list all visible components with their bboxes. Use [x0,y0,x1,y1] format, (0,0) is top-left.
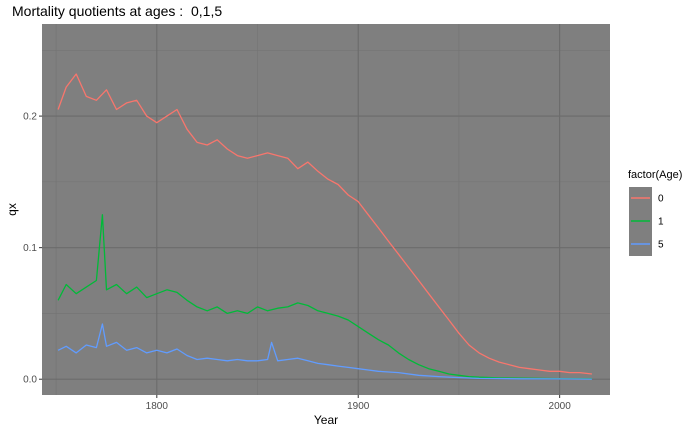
y-tick-label: 0.0 [23,375,37,386]
x-tick-label: 1900 [347,401,370,412]
legend-label-1: 1 [658,217,664,228]
major-gridlines [42,24,610,395]
y-tick-label: 0.1 [23,243,37,254]
plot-panel [42,24,610,395]
x-tick-label: 2000 [549,401,572,412]
y-tick-label: 0.2 [23,112,37,123]
x-tick-label: 1800 [146,401,169,412]
legend-title: factor(Age) [628,169,682,181]
legend: factor(Age) 0 1 5 [628,169,682,256]
y-axis-title: qx [5,203,19,216]
series-line-age-5 [57,323,592,380]
legend-label-5: 5 [658,240,664,251]
x-axis-title: Year [314,413,338,427]
series-line-age-1 [57,214,592,380]
series-layer [57,73,592,380]
x-axis: 1800 1900 2000 [146,395,572,412]
y-axis: 0.0 0.1 0.2 [23,112,42,386]
series-line-age-0 [57,73,592,375]
chart-title: Mortality quotients at ages : 0,1,5 [12,3,223,19]
legend-label-0: 0 [658,194,664,205]
